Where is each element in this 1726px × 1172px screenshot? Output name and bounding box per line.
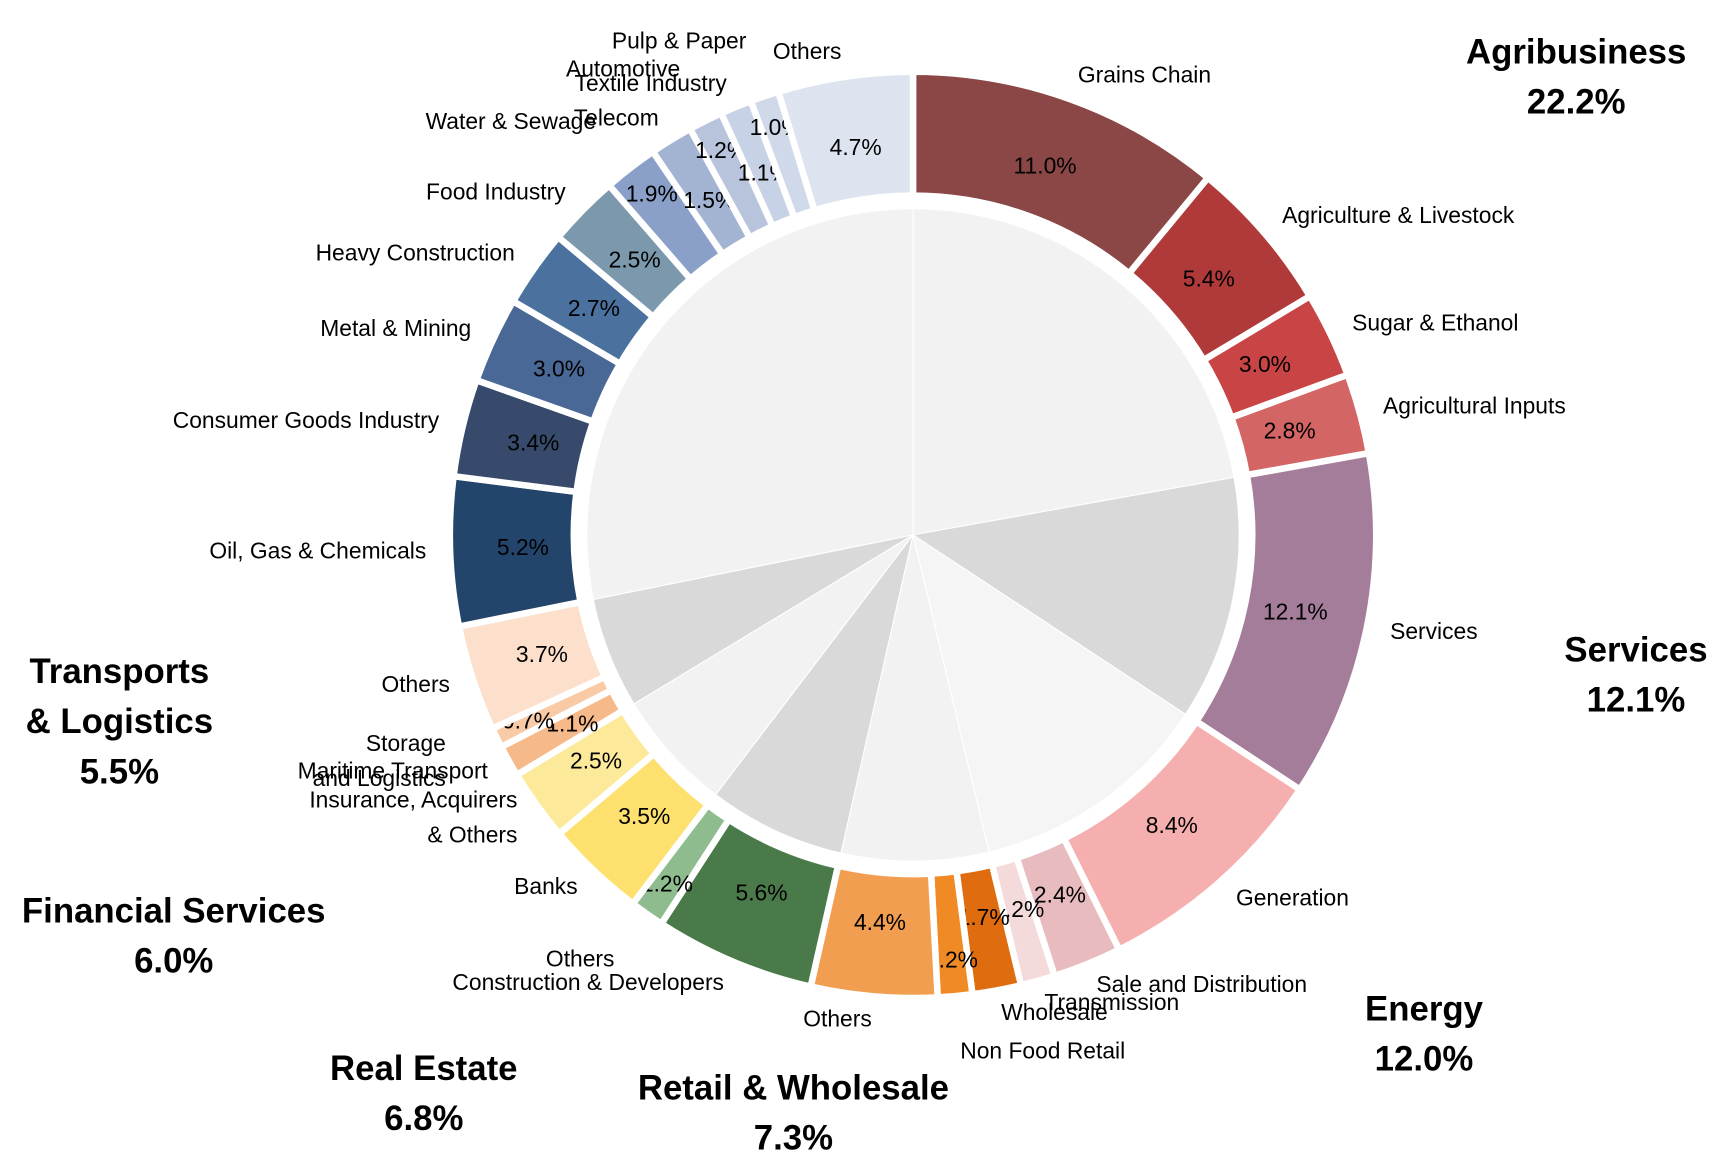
segment-name: Generation [1236,885,1349,911]
segment-name: Construction & Developers [452,969,724,995]
segment-name: Pulp & Paper [612,28,747,54]
segment-name: Consumer Goods Industry [173,407,440,433]
segment-name: Sale and Distribution [1096,971,1307,997]
segment-value-label: 1.9% [626,180,678,206]
group-value-label: 12.1% [1587,682,1686,720]
segment-value-label: 2.8% [1264,418,1316,444]
group-name-line: Transports [29,653,209,691]
inner-wedge [912,533,1187,853]
segment-name: Storage and Logistics [313,730,446,791]
group-name-line: & Logistics [26,703,213,741]
group-name: Retail & Wholesale [638,1070,949,1108]
segment-name: Food Industry [426,179,566,205]
segment-name: Others [803,1005,872,1031]
group-name: Financial Services [22,892,326,930]
segment-name: Water & Sewage [426,108,596,134]
segment-value-label: 4.7% [830,134,882,160]
segment-name-line: Storage [366,730,446,756]
segment-name: Wholesale [1001,999,1108,1025]
segment-name: Agriculture & Livestock [1282,202,1515,228]
segment-value-label: 2.7% [568,295,620,321]
segment-name: Telecom [574,105,659,131]
segment [774,68,917,215]
segment-value-label: 12.1% [1263,598,1328,624]
group-name: Real Estate [330,1050,518,1088]
segment-value-label: 3.5% [618,803,670,829]
segment-name: Automotive [566,55,680,81]
segment-name: Heavy Construction [316,239,515,265]
segment-name-line: & Others [427,822,517,848]
segment-name: Transmission [1044,989,1179,1015]
inner-wedge [840,534,990,862]
segment-value-label: 8.4% [1146,812,1198,838]
inner-wedge [911,476,1240,715]
segment-name: Sugar & Ethanol [1352,309,1518,335]
segment-name: Services [1390,618,1478,644]
segment-name: Grains Chain [1078,62,1211,88]
inner-wedge [714,534,914,854]
group-name: Agribusiness [1466,34,1686,72]
segment-value-label: 2.5% [570,748,622,774]
segment-value-label: 4.4% [854,909,906,935]
segment-value-label: 5.2% [497,534,549,560]
segment-value-label: 5.4% [1183,265,1235,291]
group-value-label: 5.5% [80,753,159,791]
segment-value-label: 3.0% [1239,351,1291,377]
segment-value-label: 3.7% [516,641,568,667]
group-name: Transports & Logistics [26,653,213,741]
segment-name: Banks [514,873,577,899]
group-value-label: 12.0% [1375,1040,1474,1078]
group-name: Energy [1365,990,1484,1028]
segment-name: Oil, Gas & Chemicals [209,538,426,564]
inner-wedge [912,208,1235,536]
segment-name-line: and Logistics [313,765,446,791]
inner-wedge [633,534,914,796]
segment-value-label: 3.4% [507,430,559,456]
segment-name: Metal & Mining [320,315,471,341]
segment-value-label: 3.0% [533,356,585,382]
group-name: Services [1564,632,1707,670]
segment-name-line: Insurance, Acquirers [309,787,517,813]
segment-name: Agricultural Inputs [1383,392,1566,418]
segment-value-label: 5.6% [736,880,788,906]
segment-name: Insurance, Acquirers & Others [309,787,517,848]
segment-name: Others [773,38,842,64]
group-value-label: 6.0% [134,942,213,980]
segment-name: Others [546,945,615,971]
group-value-label: 7.3% [754,1120,833,1158]
segment-value-label: 11.0% [1014,153,1077,179]
segment-value-label: 2.4% [1034,882,1086,908]
segment-name: Textile Industry [575,70,728,96]
segment-value-label: 2.5% [609,246,661,272]
segment-name: Maritime Transport [298,758,489,784]
segment-name: Non Food Retail [960,1037,1125,1063]
inner-wedge [586,208,914,601]
group-value-label: 6.8% [384,1100,463,1138]
group-value-label: 22.2% [1527,84,1626,122]
segment-name: Others [381,671,450,697]
